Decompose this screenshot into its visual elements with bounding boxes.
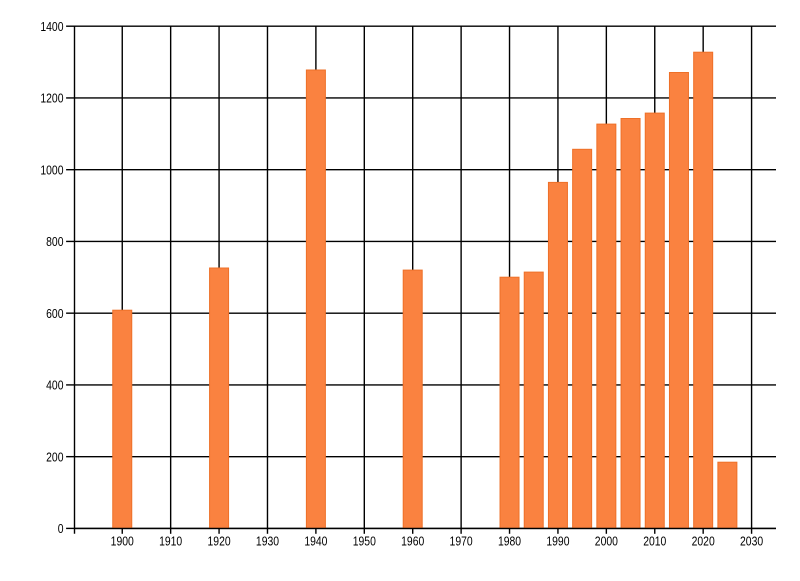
svg-text:1900: 1900 <box>111 534 135 548</box>
svg-text:1950: 1950 <box>353 534 377 548</box>
svg-text:800: 800 <box>46 235 64 249</box>
svg-text:1940: 1940 <box>304 534 328 548</box>
svg-text:1970: 1970 <box>450 534 474 548</box>
svg-text:2000: 2000 <box>595 534 619 548</box>
svg-text:200: 200 <box>46 450 64 464</box>
svg-text:2020: 2020 <box>692 534 716 548</box>
svg-text:400: 400 <box>46 379 64 393</box>
svg-text:1990: 1990 <box>546 534 570 548</box>
svg-text:2010: 2010 <box>643 534 667 548</box>
svg-text:1980: 1980 <box>498 534 522 548</box>
svg-text:1000: 1000 <box>40 163 64 177</box>
svg-text:1400: 1400 <box>40 20 64 34</box>
svg-text:1960: 1960 <box>401 534 425 548</box>
svg-text:0: 0 <box>58 522 64 536</box>
svg-text:1920: 1920 <box>208 534 232 548</box>
svg-text:1200: 1200 <box>40 92 64 106</box>
svg-text:1930: 1930 <box>256 534 280 548</box>
svg-text:2030: 2030 <box>740 534 764 548</box>
svg-text:600: 600 <box>46 307 64 321</box>
svg-text:1910: 1910 <box>159 534 183 548</box>
